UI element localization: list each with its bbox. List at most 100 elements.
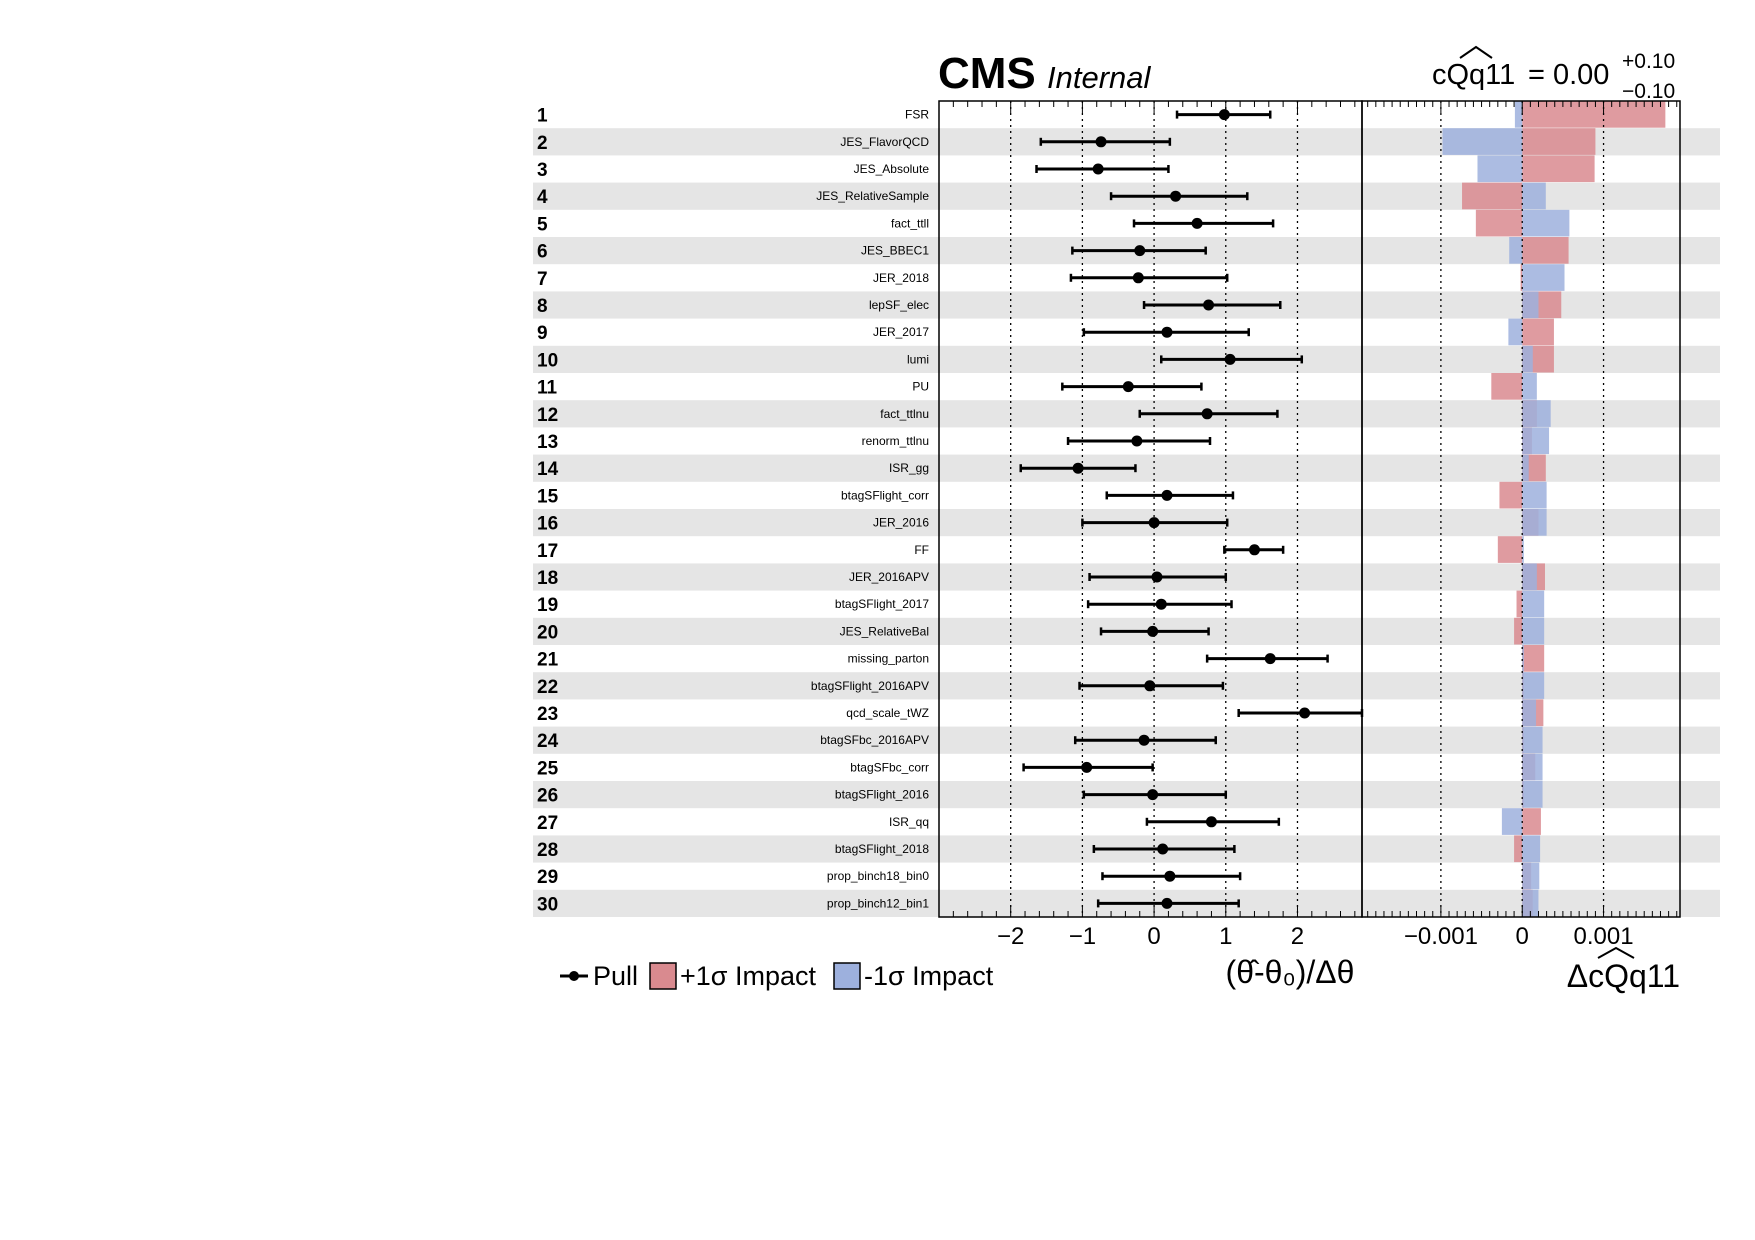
impact-bar-minus	[1514, 101, 1523, 128]
pull-marker	[1201, 408, 1213, 420]
nuisance-label: JES_RelativeSample	[816, 189, 929, 203]
impact-bar-minus	[1522, 345, 1533, 373]
poi-error-up: +0.10	[1622, 50, 1675, 73]
impact-bar-minus	[1522, 835, 1541, 863]
impact-bar-minus	[1522, 699, 1537, 727]
impact-bar-minus	[1522, 182, 1546, 210]
pull-marker	[1148, 517, 1160, 529]
nuisance-label: JER_2016	[873, 516, 929, 530]
rank-label: 2	[537, 133, 548, 154]
rank-label: 19	[537, 595, 558, 616]
impact-tick-label: 0.001	[1574, 923, 1634, 950]
nuisance-label: prop_binch18_bin0	[827, 869, 929, 883]
nuisance-label: JER_2016APV	[849, 570, 929, 584]
impact-bar-minus	[1522, 481, 1547, 509]
nuisance-label: qcd_scale_tWZ	[846, 706, 929, 720]
impact-bar-minus	[1522, 563, 1537, 591]
pull-marker	[1072, 462, 1084, 474]
pull-marker	[1264, 653, 1276, 665]
nuisance-label: btagSFlight_2017	[835, 597, 929, 611]
rank-label: 24	[537, 731, 559, 752]
nuisance-label: missing_parton	[848, 652, 929, 666]
rank-label: 4	[537, 187, 548, 208]
pull-axis-title: (θ̂-θ₀)/Δθ	[1226, 954, 1355, 990]
pull-markers	[1019, 109, 1364, 909]
gridlines	[1010, 101, 1605, 917]
rank-label: 13	[537, 432, 558, 453]
rank-label: 8	[537, 296, 548, 317]
impact-bar-minus	[1477, 155, 1523, 183]
pull-tick-label: −1	[1069, 923, 1096, 950]
pull-marker	[1161, 897, 1173, 909]
impact-bar-minus	[1509, 237, 1523, 264]
pull-marker	[1248, 544, 1260, 556]
impact-bar-minus	[1522, 753, 1543, 781]
impact-bar-minus	[1501, 808, 1523, 835]
impact-bar-minus	[1508, 318, 1523, 346]
impact-bar-minus	[1522, 264, 1565, 291]
impact-bar-minus	[1522, 509, 1547, 536]
legend-plus-impact-swatch	[649, 962, 677, 990]
pull-marker	[1203, 299, 1215, 311]
rank-label: 30	[537, 894, 558, 915]
rank-label: 6	[537, 242, 548, 263]
impact-bar-minus	[1522, 373, 1537, 400]
rank-label: 1	[537, 106, 548, 127]
pull-marker	[1191, 217, 1203, 229]
pull-tick-label: 1	[1219, 923, 1232, 950]
nuisance-label: renorm_ttlnu	[862, 434, 929, 448]
pull-marker	[1151, 571, 1163, 583]
nuisance-label: lepSF_elec	[869, 298, 929, 312]
pull-marker	[1161, 489, 1173, 501]
pull-marker	[1134, 245, 1146, 257]
nuisance-label: FF	[914, 543, 929, 557]
legend-minus-impact-swatch	[833, 962, 861, 990]
rank-label: 18	[537, 568, 558, 589]
rank-label: 9	[537, 323, 548, 344]
impact-frame	[1361, 100, 1681, 918]
rank-label: 3	[537, 160, 548, 181]
impact-bar-minus	[1442, 128, 1523, 155]
impact-bar-minus	[1522, 427, 1550, 455]
pull-marker	[1095, 136, 1107, 148]
rank-label: 17	[537, 541, 558, 562]
impact-bar-minus	[1522, 889, 1539, 917]
impact-tick-label: −0.001	[1404, 923, 1478, 950]
impact-bar-plus	[1522, 808, 1541, 835]
impact-axis-hat-icon	[1597, 946, 1635, 959]
impact-bar-plus	[1491, 373, 1523, 400]
row-labels: 1 FSR 2 JES_FlavorQCD 3 JES_Absolute 4 JES_Rela…	[537, 106, 929, 916]
nuisance-label: JES_Absolute	[854, 162, 930, 176]
pull-marker	[1092, 163, 1104, 175]
nuisance-label: btagSFlight_2016APV	[811, 679, 929, 693]
rank-label: 23	[537, 704, 558, 725]
impact-bar-plus	[1522, 237, 1569, 264]
impact-bar-minus	[1522, 726, 1543, 754]
impact-bar-minus	[1522, 617, 1545, 645]
impact-bar-plus	[1475, 209, 1523, 237]
rank-label: 29	[537, 867, 558, 888]
legend-pull-marker	[569, 971, 579, 981]
pull-marker	[1147, 789, 1159, 801]
pull-marker	[1218, 109, 1230, 121]
axis-ticks: −2 −1 0 1 2 −0.001 0 0.001	[938, 101, 1678, 950]
internal-label: Internal	[1047, 60, 1152, 95]
nuisance-label: prop_binch12_bin1	[827, 896, 929, 910]
nuisance-label: btagSFbc_corr	[850, 760, 929, 774]
rank-label: 11	[537, 378, 558, 399]
poi-error-down: −0.10	[1622, 80, 1675, 103]
pull-marker	[1081, 761, 1093, 773]
pull-marker	[1170, 190, 1182, 202]
rank-label: 27	[537, 813, 558, 834]
poi-value: = 0.00	[1528, 59, 1609, 91]
impact-bar-minus	[1522, 781, 1543, 808]
rank-label: 10	[537, 350, 558, 371]
pull-marker	[1205, 816, 1217, 828]
rank-label: 25	[537, 758, 559, 779]
impact-bar-plus	[1514, 617, 1523, 645]
pull-marker	[1157, 843, 1169, 855]
impact-bar-plus	[1462, 182, 1523, 210]
legend: Pull +1σ Impact -1σ Impact	[560, 961, 994, 991]
nuisance-label: ISR_qq	[889, 815, 929, 829]
